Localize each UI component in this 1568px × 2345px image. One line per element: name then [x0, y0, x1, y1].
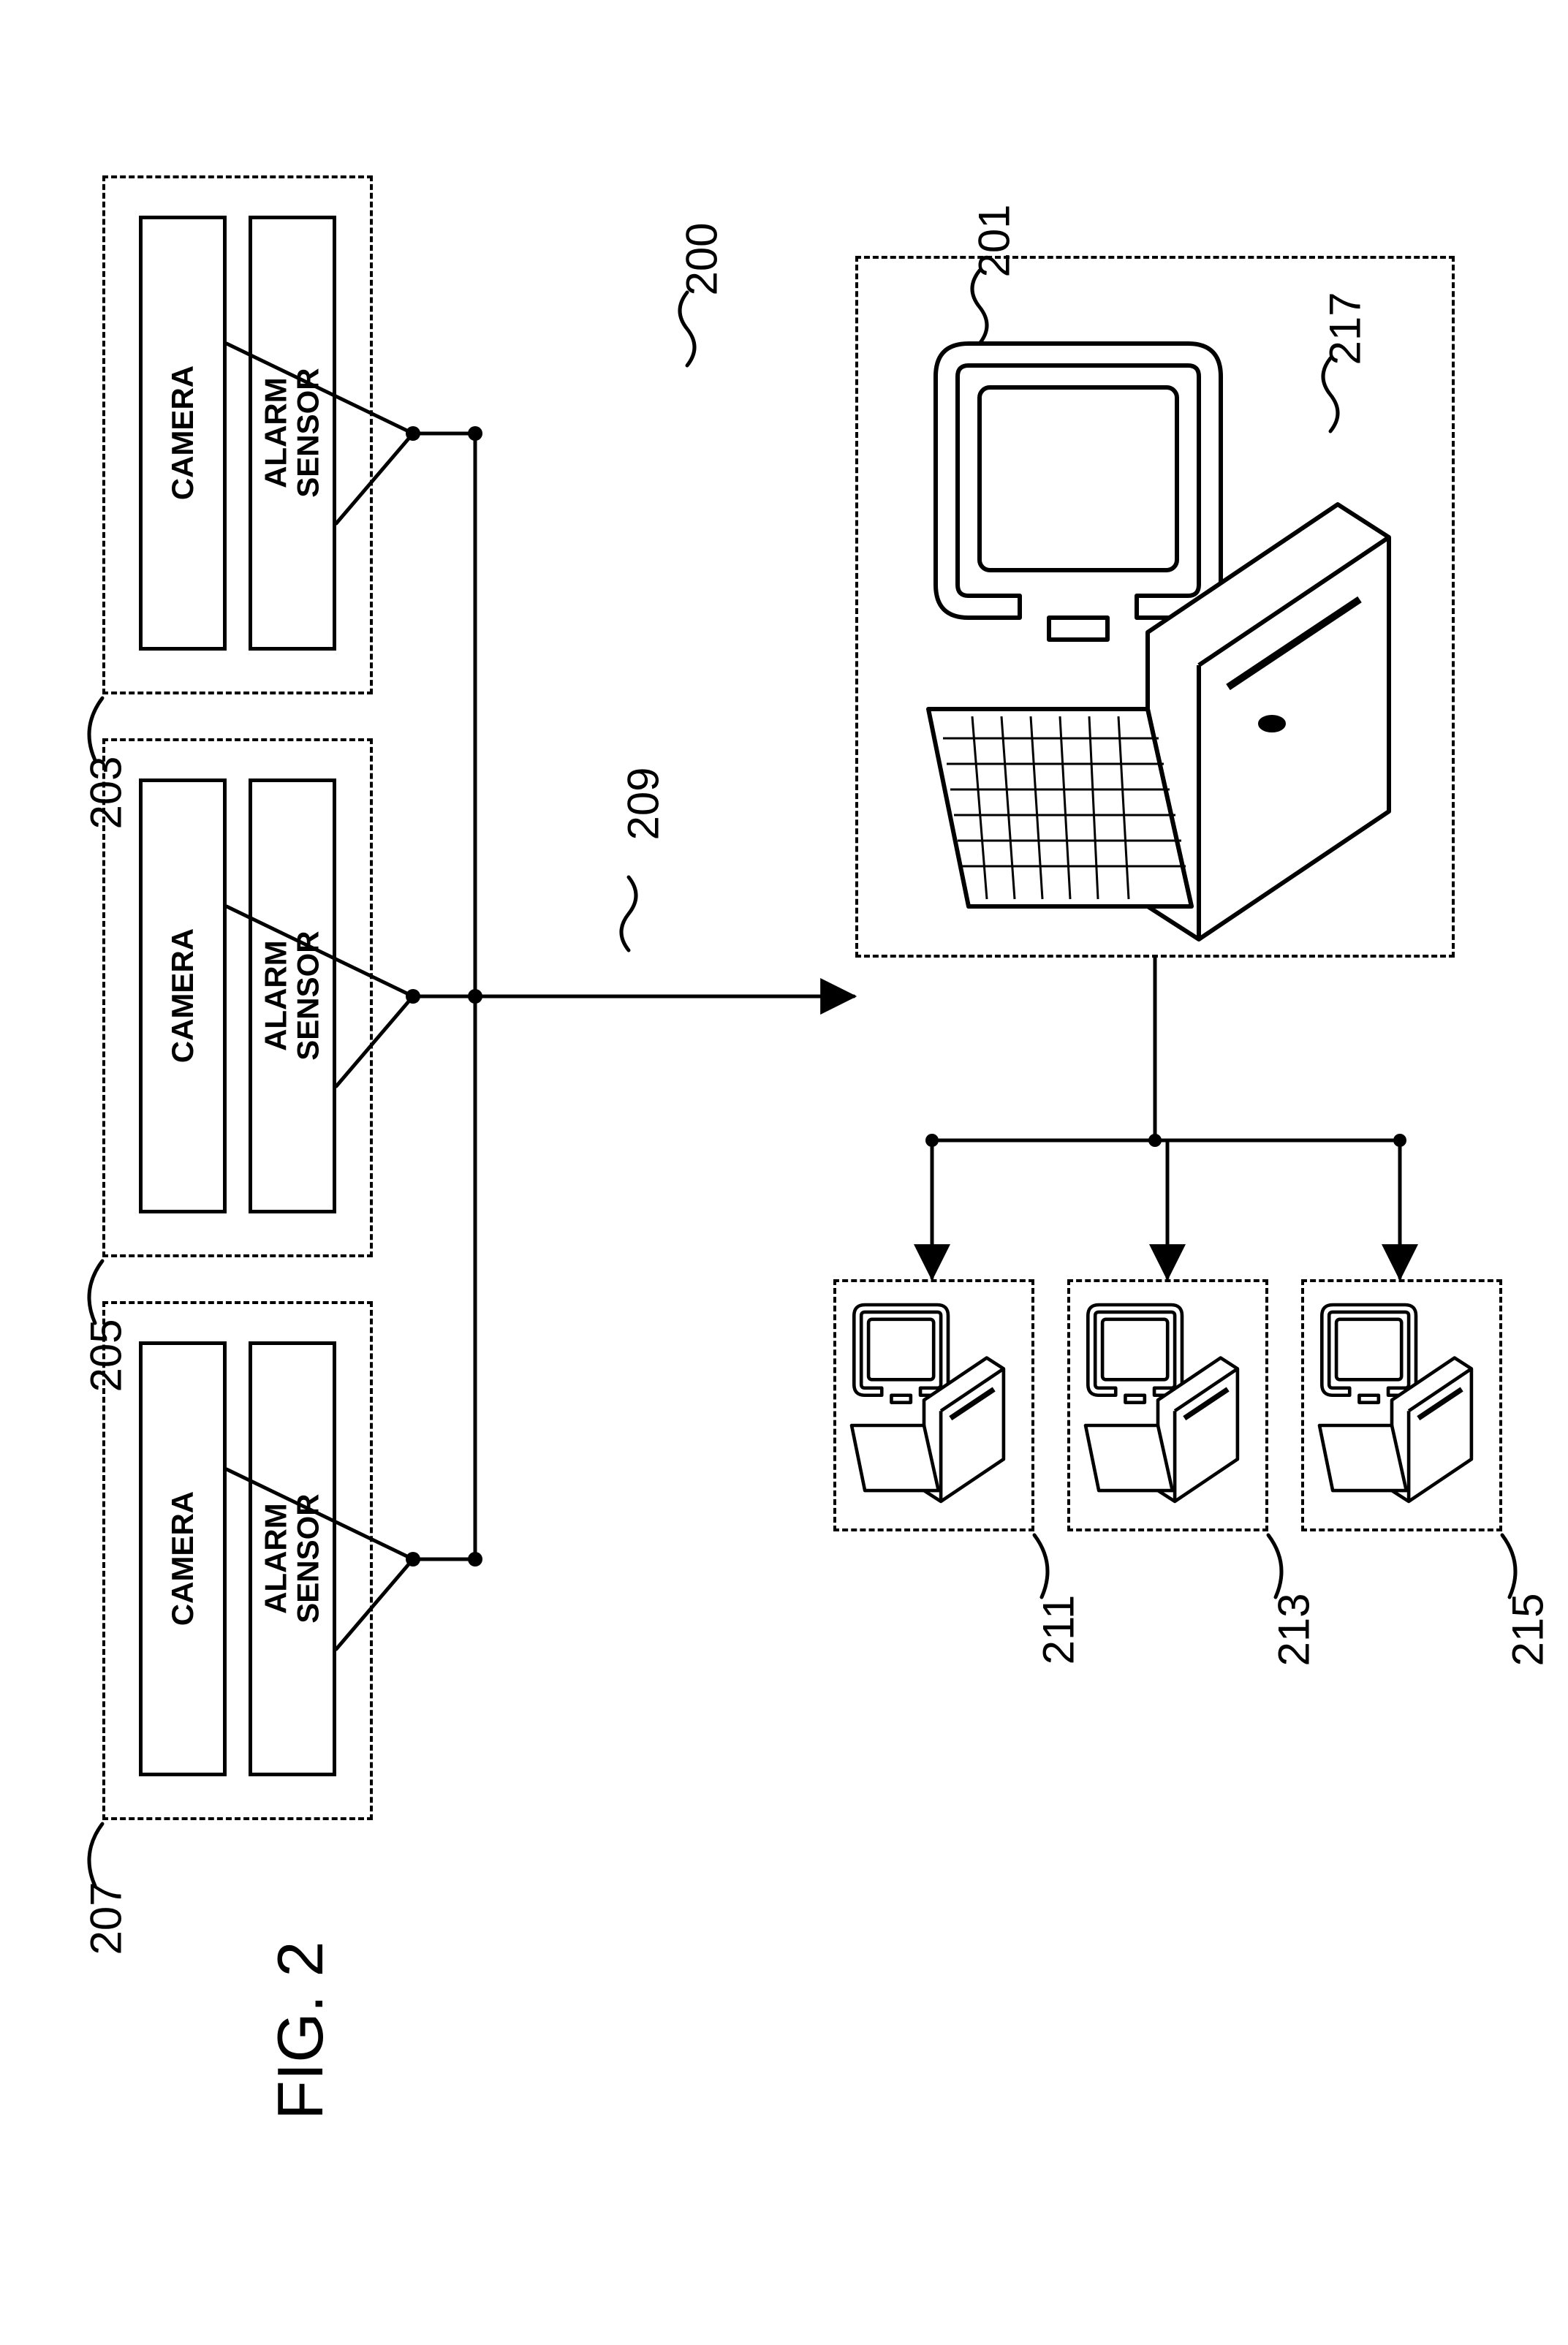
- ref-201: 201: [969, 204, 1020, 277]
- alarm-sensor-box-205: ALARMSENSOR: [249, 778, 336, 1213]
- ref-207: 207: [81, 1882, 132, 1955]
- ref-209: 209: [618, 767, 669, 840]
- client-box-215: [1301, 1279, 1502, 1531]
- alarm-sensor-label: ALARMSENSOR: [260, 931, 325, 1061]
- camera-label: CAMERA: [167, 1491, 199, 1626]
- camera-label: CAMERA: [167, 365, 199, 500]
- figure-label: FIG. 2: [263, 1941, 338, 2121]
- ref-203: 203: [81, 756, 132, 829]
- ref-217: 217: [1320, 292, 1371, 365]
- ref-205: 205: [81, 1319, 132, 1392]
- alarm-sensor-box-207-fix: ALARMSENSOR: [249, 1341, 336, 1776]
- alarm-sensor-label: ALARMSENSOR: [260, 1494, 325, 1624]
- diagram-canvas: CAMERA ALARMSENSOR CAMERA ALARMSENSOR CA…: [0, 0, 1568, 2345]
- ref-213: 213: [1269, 1593, 1319, 1666]
- ref-211: 211: [1033, 1595, 1083, 1665]
- client-box-213: [1067, 1279, 1268, 1531]
- camera-box-205: CAMERA: [139, 778, 227, 1213]
- alarm-sensor-label: ALARMSENSOR: [260, 368, 325, 498]
- ref-215: 215: [1503, 1593, 1553, 1666]
- camera-box-207: CAMERA: [139, 1341, 227, 1776]
- camera-box-203: CAMERA: [139, 216, 227, 651]
- camera-label: CAMERA: [167, 928, 199, 1063]
- ref-200: 200: [677, 222, 727, 295]
- alarm-sensor-box-203: ALARMSENSOR: [249, 216, 336, 651]
- client-box-211: [833, 1279, 1034, 1531]
